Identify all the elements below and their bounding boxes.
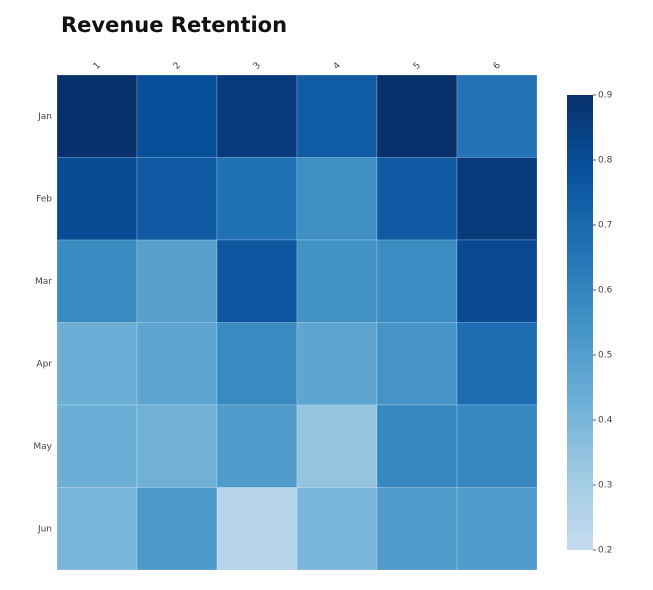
y-tick-label: Apr [36,359,52,369]
heatmap-cell [456,239,538,323]
heatmap-cell [136,239,218,323]
heatmap-cell [56,74,138,158]
colorbar-tick-label: 0.4 [598,416,613,426]
heatmap-cell [296,487,378,571]
x-axis-ticks: 1 2 3 4 5 6 [92,61,503,72]
heatmap-cell [376,74,458,158]
heatmap-cell [136,404,218,488]
heatmap-cell [216,74,298,158]
heatmap-cell [56,322,138,406]
heatmap-cell [296,74,378,158]
heatmap-cell [456,404,538,488]
y-tick-label: Mar [35,277,52,287]
heatmap-cell [56,239,138,323]
x-tick-label: 6 [492,61,503,72]
x-tick-label: 5 [412,61,423,72]
heatmap-cell [56,487,138,571]
heatmap-cell [376,404,458,488]
y-tick-label: Jan [37,112,52,122]
heatmap-cell [136,74,218,158]
colorbar-tick-label: 0.3 [598,481,612,491]
heatmap-cell [296,322,378,406]
heatmap-cell [56,404,138,488]
x-tick-label: 4 [332,61,343,72]
colorbar-tick-label: 0.7 [598,221,612,231]
colorbar-tick-label: 0.9 [598,91,613,101]
x-tick-label: 3 [252,61,263,72]
y-tick-label: Feb [36,194,52,204]
y-tick-label: May [33,442,52,452]
heatmap-cell [136,487,218,571]
heatmap-cell [296,239,378,323]
colorbar-gradient [567,95,593,550]
heatmap-cell [376,322,458,406]
y-tick-label: Jun [37,524,52,534]
colorbar-tick-label: 0.6 [598,286,613,296]
colorbar-tick-label: 0.2 [598,546,612,556]
x-tick-label: 1 [92,61,103,72]
chart-title: Revenue Retention [61,13,288,37]
heatmap-cell [136,157,218,241]
heatmap-cell [376,487,458,571]
heatmap-cell [56,157,138,241]
heatmap-cell [456,74,538,158]
heatmap-cell [216,322,298,406]
heatmap-cell [376,239,458,323]
heatmap-cell [216,239,298,323]
x-tick-label: 2 [172,61,183,72]
heatmap-cell [216,157,298,241]
heatmap-cell [376,157,458,241]
heatmap-cell [296,404,378,488]
heatmap-cell [216,487,298,571]
heatmap-cell [456,487,538,571]
colorbar-tick-label: 0.8 [598,156,613,166]
heatmap-cell [296,157,378,241]
heatmap-cell [216,404,298,488]
heatmap-cell [136,322,218,406]
colorbar-tick-label: 0.5 [598,351,612,361]
heatmap-cells [56,74,538,571]
colorbar: 0.2 0.3 0.4 0.5 0.6 0.7 0.8 0.9 [567,91,613,556]
heatmap-cell [456,157,538,241]
heatmap-cell [456,322,538,406]
y-axis-ticks: Jan Feb Mar Apr May Jun [33,112,52,535]
